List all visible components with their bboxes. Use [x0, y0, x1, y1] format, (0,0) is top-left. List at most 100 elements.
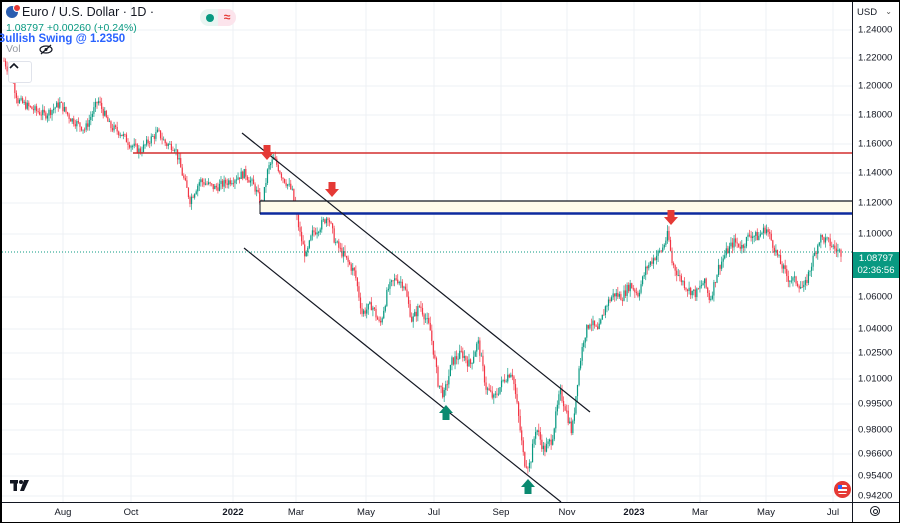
time-axis[interactable]: Aug Oct 2022 Mar May Jul Sep Nov 2023 Mar May Jul: [2, 502, 852, 522]
candle-body: [609, 299, 611, 302]
candle-body: [239, 177, 241, 179]
candle-body: [378, 319, 380, 321]
candle-body: [279, 171, 281, 174]
candle-body: [70, 118, 72, 122]
candle-body: [603, 314, 605, 316]
price-chart[interactable]: [2, 2, 852, 502]
candle-body: [304, 244, 306, 257]
candle-body: [25, 101, 27, 109]
candle-body: [367, 303, 369, 310]
candle-body: [682, 281, 684, 283]
candle-body: [223, 179, 225, 187]
candle-body: [445, 384, 447, 391]
candle-body: [457, 358, 459, 360]
candle-body: [547, 441, 549, 444]
candle-body: [178, 158, 180, 160]
candle-body: [584, 337, 586, 343]
candle-body: [194, 194, 196, 198]
axis-settings[interactable]: [852, 502, 899, 522]
symbol-title[interactable]: Euro / U.S. Dollar · 1D ·: [22, 5, 154, 19]
market-status-pill[interactable]: ≈: [200, 9, 236, 26]
candle-body: [440, 385, 442, 388]
candle-body: [545, 443, 548, 452]
hidden-eye-icon[interactable]: [39, 44, 53, 55]
candle-body: [753, 235, 755, 237]
candle-body: [604, 306, 606, 315]
candle-body: [128, 144, 131, 148]
candle-body: [282, 177, 284, 179]
chart-pane[interactable]: [2, 2, 852, 502]
candle-body: [789, 280, 791, 282]
candle-body: [133, 143, 135, 146]
candle-body: [252, 179, 255, 185]
candle-body: [147, 139, 149, 144]
candle-body: [552, 439, 554, 445]
candle-body: [459, 350, 461, 359]
candle-body: [226, 183, 228, 185]
candle-body: [127, 142, 129, 145]
candle-body: [299, 227, 301, 232]
candle-body: [504, 379, 506, 382]
candle-body: [432, 340, 434, 355]
candle-body: [446, 384, 448, 386]
tradingview-logo[interactable]: [10, 480, 32, 492]
candle-body: [776, 249, 779, 256]
candle-body: [491, 391, 493, 398]
candle-body: [254, 184, 256, 192]
currency-select[interactable]: USD ⌄: [854, 5, 896, 21]
candle-body: [437, 366, 439, 387]
candle-body: [80, 126, 83, 131]
candle-body: [558, 394, 560, 405]
candle-body: [717, 264, 720, 275]
candle-body: [561, 389, 563, 401]
candle-body: [779, 255, 782, 265]
candle-body: [163, 139, 165, 141]
candle-body: [14, 83, 16, 93]
candle-body: [316, 232, 318, 235]
candle-body: [829, 238, 831, 247]
candle-body: [570, 421, 572, 434]
candle-body: [389, 281, 391, 289]
candle-body: [646, 266, 648, 269]
candle-body: [462, 351, 464, 358]
us-event-flag-icon[interactable]: [834, 481, 851, 498]
alert-label[interactable]: Bullish Swing @ 1.2350: [0, 33, 126, 45]
candle-body: [817, 245, 819, 254]
candle-body: [110, 121, 112, 129]
candle-body: [195, 191, 197, 195]
candle-body: [412, 316, 414, 322]
candle-body: [53, 108, 55, 111]
candle-body: [677, 275, 679, 276]
candle-body: [724, 255, 726, 259]
volume-indicator[interactable]: Vol: [6, 43, 154, 55]
candle-body: [417, 306, 419, 317]
candle-body: [409, 303, 411, 317]
time-tick-label: May: [357, 507, 375, 518]
candle-body: [516, 394, 518, 403]
candle-body: [135, 143, 137, 145]
candle-body: [549, 439, 551, 442]
candle-body: [220, 180, 222, 184]
collapse-legend-button[interactable]: [8, 61, 32, 83]
candle-body: [569, 421, 571, 424]
gear-icon[interactable]: [870, 506, 880, 516]
candle-body: [738, 243, 740, 247]
candle-body: [798, 285, 800, 289]
candle-body: [632, 288, 634, 290]
candle-body: [34, 106, 36, 111]
price-axis[interactable]: USD ⌄ 1.24000 1.22000 1.20000 1.18000 1.1600…: [852, 2, 899, 502]
candle-body: [259, 192, 261, 204]
candle-body: [398, 282, 400, 284]
candle-body: [426, 317, 428, 319]
candle-body: [43, 109, 45, 113]
candle-body: [583, 342, 585, 348]
candle-body: [490, 390, 492, 392]
candle-body: [156, 129, 159, 133]
candle-body: [733, 238, 735, 248]
candle-body: [434, 354, 436, 359]
candle-body: [322, 219, 324, 221]
candle-body: [155, 132, 157, 139]
candle-body: [468, 359, 470, 367]
candle-body: [335, 242, 337, 244]
